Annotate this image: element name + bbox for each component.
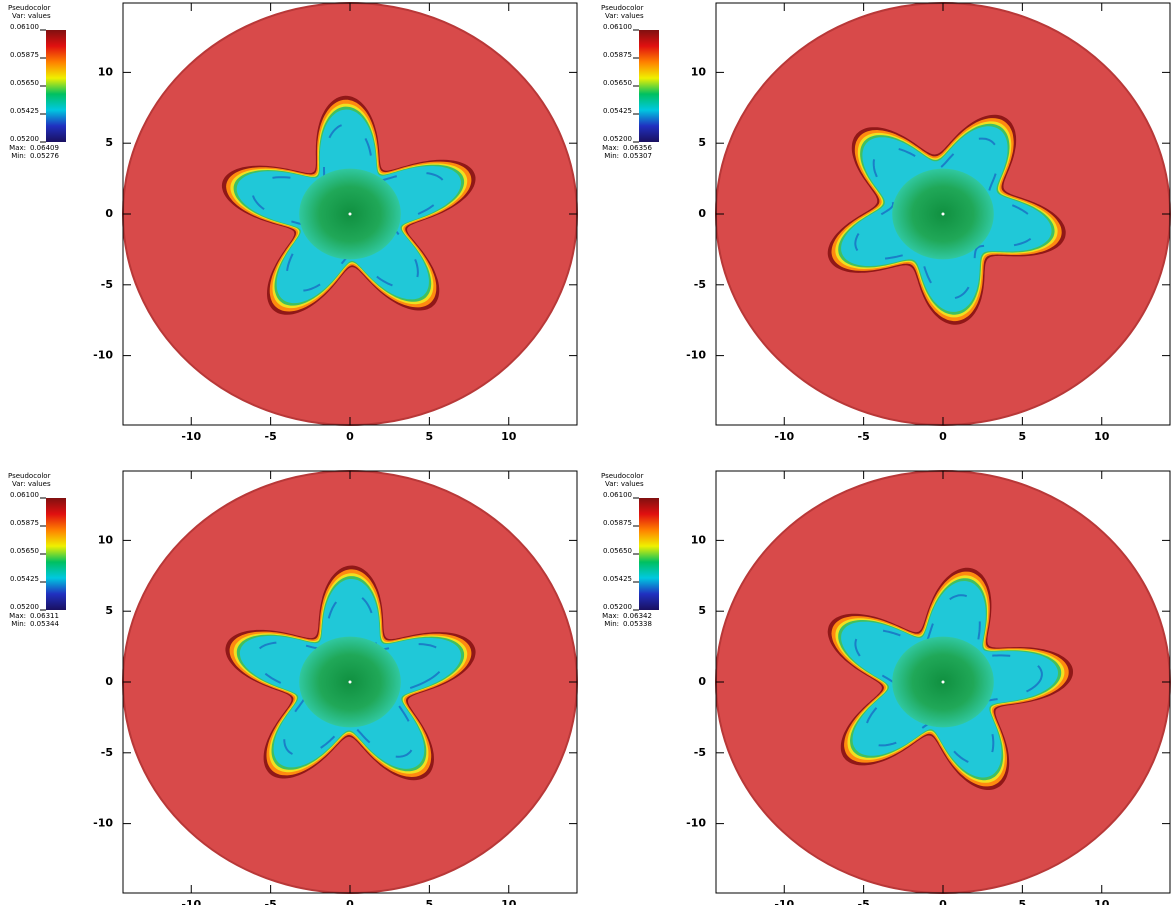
max-value: 0.06409: [30, 144, 59, 152]
legend-title: Pseudocolor: [601, 472, 644, 480]
colorbar-tick-label: 0.05425: [10, 107, 39, 115]
y-tick-label: 0: [698, 675, 706, 688]
colorbar-tick-label: 0.05650: [603, 547, 632, 555]
colorbar-tick-label: 0.06100: [603, 491, 632, 499]
legend-title: Pseudocolor: [8, 4, 51, 12]
y-tick-label: 0: [105, 207, 113, 220]
min-label: Min:: [604, 620, 619, 628]
center-dot: [941, 680, 945, 684]
y-tick-label: -10: [686, 349, 706, 362]
center-dot: [348, 212, 352, 216]
y-tick-label: 10: [691, 533, 707, 546]
legend-title: Pseudocolor: [8, 472, 51, 480]
colorbar-tick-label: 0.05650: [603, 79, 632, 87]
x-tick-label: -5: [265, 430, 277, 443]
x-tick-label: 10: [1094, 898, 1110, 905]
x-tick-label: 10: [1094, 430, 1110, 443]
colorbar: [639, 30, 659, 142]
center-dot: [941, 212, 945, 216]
y-tick-label: -5: [101, 278, 113, 291]
y-tick-label: -5: [101, 746, 113, 759]
colorbar-tick-label: 0.05200: [603, 603, 632, 611]
y-tick-label: 10: [98, 65, 114, 78]
center-dot: [348, 680, 352, 684]
min-value: 0.05276: [30, 152, 59, 160]
y-tick-label: 5: [698, 604, 706, 617]
x-tick-label: -5: [265, 898, 277, 905]
min-value: 0.05307: [623, 152, 652, 160]
colorbar: [46, 30, 66, 142]
x-tick-label: -10: [181, 898, 201, 905]
y-tick-label: 10: [98, 533, 114, 546]
y-tick-label: 0: [105, 675, 113, 688]
x-tick-label: -5: [858, 898, 870, 905]
min-label: Min:: [604, 152, 619, 160]
colorbar-tick-label: 0.05875: [603, 519, 632, 527]
y-tick-label: 0: [698, 207, 706, 220]
colorbar-tick-label: 0.05650: [10, 79, 39, 87]
body-blue: [854, 137, 1038, 300]
x-tick-label: 0: [346, 898, 354, 905]
legend-title: Pseudocolor: [601, 4, 644, 12]
colorbar-tick-label: 0.05200: [10, 603, 39, 611]
x-tick-label: 0: [939, 898, 947, 905]
min-value: 0.05344: [30, 620, 59, 628]
max-label: Max:: [9, 612, 26, 620]
colorbar-tick-label: 0.05875: [10, 519, 39, 527]
x-tick-label: 10: [501, 430, 517, 443]
max-value: 0.06311: [30, 612, 59, 620]
x-tick-label: 5: [1019, 898, 1027, 905]
y-tick-label: 10: [691, 65, 707, 78]
x-tick-label: -10: [181, 430, 201, 443]
max-label: Max:: [9, 144, 26, 152]
y-tick-label: -10: [93, 817, 113, 830]
legend-var: Var: values: [12, 480, 51, 488]
y-tick-label: 5: [105, 136, 113, 149]
x-tick-label: 0: [346, 430, 354, 443]
colorbar-tick-label: 0.05200: [10, 135, 39, 143]
colorbar: [46, 498, 66, 610]
colorbar-tick-label: 0.06100: [10, 491, 39, 499]
x-tick-label: 5: [426, 898, 434, 905]
max-label: Max:: [602, 144, 619, 152]
x-tick-label: -5: [858, 430, 870, 443]
max-label: Max:: [602, 612, 619, 620]
y-tick-label: -5: [694, 278, 706, 291]
max-value: 0.06342: [623, 612, 652, 620]
colorbar-tick-label: 0.05875: [603, 51, 632, 59]
min-value: 0.05338: [623, 620, 652, 628]
colorbar-tick-label: 0.06100: [10, 23, 39, 31]
min-label: Min:: [11, 620, 26, 628]
legend-var: Var: values: [605, 12, 644, 20]
y-tick-label: -10: [93, 349, 113, 362]
x-tick-label: -10: [774, 898, 794, 905]
colorbar-tick-label: 0.05425: [10, 575, 39, 583]
max-value: 0.06356: [623, 144, 652, 152]
x-tick-label: 5: [1019, 430, 1027, 443]
legend-var: Var: values: [12, 12, 51, 20]
colorbar-tick-label: 0.05425: [603, 107, 632, 115]
x-tick-label: 10: [501, 898, 517, 905]
y-tick-label: -10: [686, 817, 706, 830]
x-tick-label: 5: [426, 430, 434, 443]
colorbar-tick-label: 0.05200: [603, 135, 632, 143]
body-blue: [254, 592, 447, 758]
colorbar-tick-label: 0.05425: [603, 575, 632, 583]
y-tick-label: 5: [105, 604, 113, 617]
colorbar-tick-label: 0.05650: [10, 547, 39, 555]
colorbar-tick-label: 0.05875: [10, 51, 39, 59]
min-label: Min:: [11, 152, 26, 160]
x-tick-label: -10: [774, 430, 794, 443]
colorbar: [639, 498, 659, 610]
y-tick-label: -5: [694, 746, 706, 759]
legend-var: Var: values: [605, 480, 644, 488]
x-tick-label: 0: [939, 430, 947, 443]
y-tick-label: 5: [698, 136, 706, 149]
colorbar-tick-label: 0.06100: [603, 23, 632, 31]
